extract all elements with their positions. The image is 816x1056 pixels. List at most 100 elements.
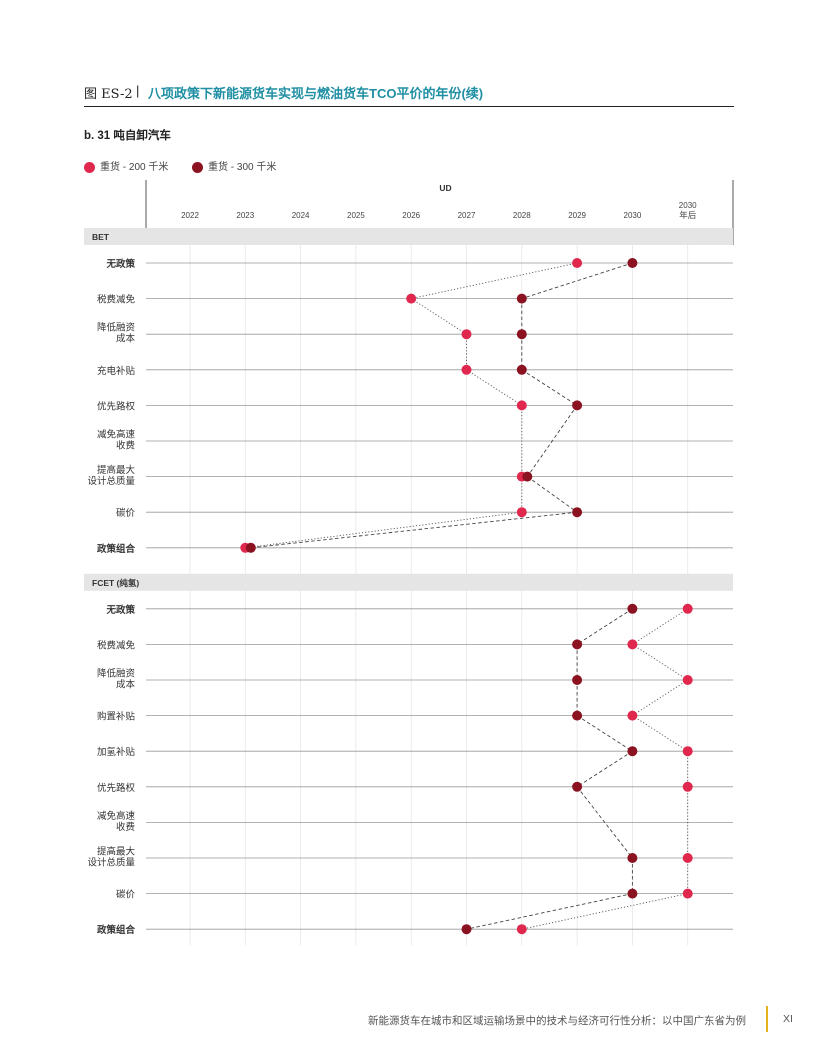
series-300km-point bbox=[245, 542, 256, 553]
series-300km-connector bbox=[576, 750, 633, 788]
x-tick-label: 2022 bbox=[181, 211, 199, 220]
row-label: 碳价 bbox=[116, 507, 136, 519]
series-200km-connector bbox=[411, 262, 578, 300]
series-300km-point bbox=[461, 924, 472, 935]
series-300km-connector bbox=[527, 476, 578, 513]
row-label: 设计总质量 bbox=[87, 475, 135, 487]
series-300km-point bbox=[627, 888, 638, 899]
series-200km-point bbox=[627, 710, 638, 721]
series-200km-connector bbox=[632, 644, 688, 681]
x-tick-label: 2027 bbox=[458, 211, 476, 220]
series-300km-point bbox=[627, 853, 638, 863]
row-label: 税费减免 bbox=[97, 639, 136, 651]
row-label: 降低融资 bbox=[97, 668, 136, 680]
series-200km-connector bbox=[632, 715, 688, 752]
series-200km-connector bbox=[466, 369, 523, 406]
row-label: 收费 bbox=[116, 440, 135, 452]
figure-title: 八项政策下新能源货车实现与燃油货车TCO平价的年份(续) bbox=[148, 86, 484, 101]
row-label: 无政策 bbox=[105, 604, 135, 616]
row-label: 碳价 bbox=[116, 889, 136, 901]
series-200km-point bbox=[461, 364, 472, 375]
section-label: FCET (纯氢) bbox=[92, 578, 139, 588]
series-300km-point bbox=[627, 746, 638, 757]
series-300km-point bbox=[627, 603, 638, 614]
series-200km-connector bbox=[632, 608, 688, 645]
x-tick-label: 2029 bbox=[568, 211, 586, 220]
series-300km-connector bbox=[521, 369, 578, 406]
row-label: 设计总质量 bbox=[87, 857, 135, 869]
series-300km-connector bbox=[576, 786, 633, 859]
series-300km-point bbox=[572, 639, 583, 650]
series-300km-point bbox=[572, 507, 583, 518]
chart-subtitle: b. 31 吨自卸汽车 bbox=[84, 130, 171, 142]
row-label: 优先路权 bbox=[97, 400, 136, 412]
series-200km-connector bbox=[632, 679, 688, 716]
x-tick-label: 年后 bbox=[679, 210, 697, 220]
row-label: 购置补贴 bbox=[97, 711, 136, 723]
series-300km-point bbox=[572, 400, 583, 411]
series-300km-connector bbox=[466, 893, 633, 930]
series-300km-point bbox=[522, 471, 533, 482]
series-300km-connector bbox=[576, 608, 633, 645]
figure-label: 图 ES-2 bbox=[84, 87, 133, 102]
series-300km-point bbox=[572, 710, 583, 721]
row-label: 充电补贴 bbox=[97, 365, 136, 377]
series-200km-point bbox=[682, 853, 693, 863]
series-200km-point bbox=[682, 746, 693, 757]
series-200km-point bbox=[516, 507, 527, 518]
row-label: 成本 bbox=[116, 333, 136, 345]
x-tick-label: 2026 bbox=[402, 211, 420, 220]
series-300km-point bbox=[516, 329, 527, 340]
series-200km-point bbox=[682, 603, 693, 614]
row-label: 无政策 bbox=[105, 258, 135, 270]
x-tick-label: 2025 bbox=[347, 211, 365, 220]
series-200km-point bbox=[682, 781, 693, 792]
row-label: 提高最大 bbox=[97, 464, 136, 476]
series-300km-point bbox=[516, 364, 527, 375]
legend-dot-200km bbox=[84, 161, 95, 173]
series-200km-connector bbox=[410, 298, 467, 335]
footer-text: 新能源货车在城市和区域运输场景中的技术与经济可行性分析：以中国广东省为例 bbox=[368, 1015, 746, 1027]
series-300km-connector bbox=[576, 715, 633, 752]
row-label: 提高最大 bbox=[97, 846, 136, 858]
series-200km-connector bbox=[245, 511, 522, 549]
row-label: 成本 bbox=[116, 679, 136, 691]
row-label: 降低融资 bbox=[97, 322, 136, 334]
row-label: 政策组合 bbox=[97, 924, 136, 936]
row-label: 收费 bbox=[116, 821, 135, 833]
series-200km-connector bbox=[521, 893, 688, 930]
series-300km-connector bbox=[526, 405, 578, 477]
series-200km-point bbox=[406, 293, 417, 304]
section-label: BET bbox=[92, 232, 110, 242]
series-300km-point bbox=[572, 675, 583, 685]
series-300km-connector bbox=[521, 262, 633, 300]
figure-header: 图 ES-2 | 八项政策下新能源货车实现与燃油货车TCO平价的年份(续) bbox=[84, 82, 734, 107]
legend-label-200km: 重货 - 200 千米 bbox=[100, 162, 169, 173]
series-200km-point bbox=[682, 888, 693, 899]
series-200km-point bbox=[682, 675, 693, 685]
series-200km-point bbox=[516, 400, 527, 411]
row-label: 政策组合 bbox=[97, 543, 136, 555]
x-tick-label: 2028 bbox=[513, 211, 531, 220]
x-tick-label: 2030 bbox=[679, 201, 697, 210]
section-band bbox=[84, 573, 733, 591]
x-axis-title: UD bbox=[439, 183, 451, 193]
series-200km-point bbox=[627, 639, 638, 650]
row-label: 税费减免 bbox=[97, 294, 136, 306]
series-200km-point bbox=[516, 924, 527, 935]
row-label: 加氢补贴 bbox=[97, 746, 136, 758]
x-tick-label: 2030 bbox=[624, 211, 642, 220]
series-200km-point bbox=[461, 329, 472, 340]
x-tick-label: 2023 bbox=[236, 211, 254, 220]
row-label: 减免高速 bbox=[97, 429, 136, 441]
section-band bbox=[84, 228, 733, 245]
legend-item-200km: 重货 - 200 千米 bbox=[84, 158, 168, 173]
row-label: 减免高速 bbox=[97, 810, 136, 822]
legend-dot-300km bbox=[192, 161, 203, 173]
row-label: 优先路权 bbox=[97, 782, 136, 794]
series-300km-point bbox=[627, 258, 638, 268]
series-300km-point bbox=[572, 781, 583, 792]
series-300km-point bbox=[516, 293, 527, 304]
page-number: XI bbox=[783, 1013, 793, 1025]
